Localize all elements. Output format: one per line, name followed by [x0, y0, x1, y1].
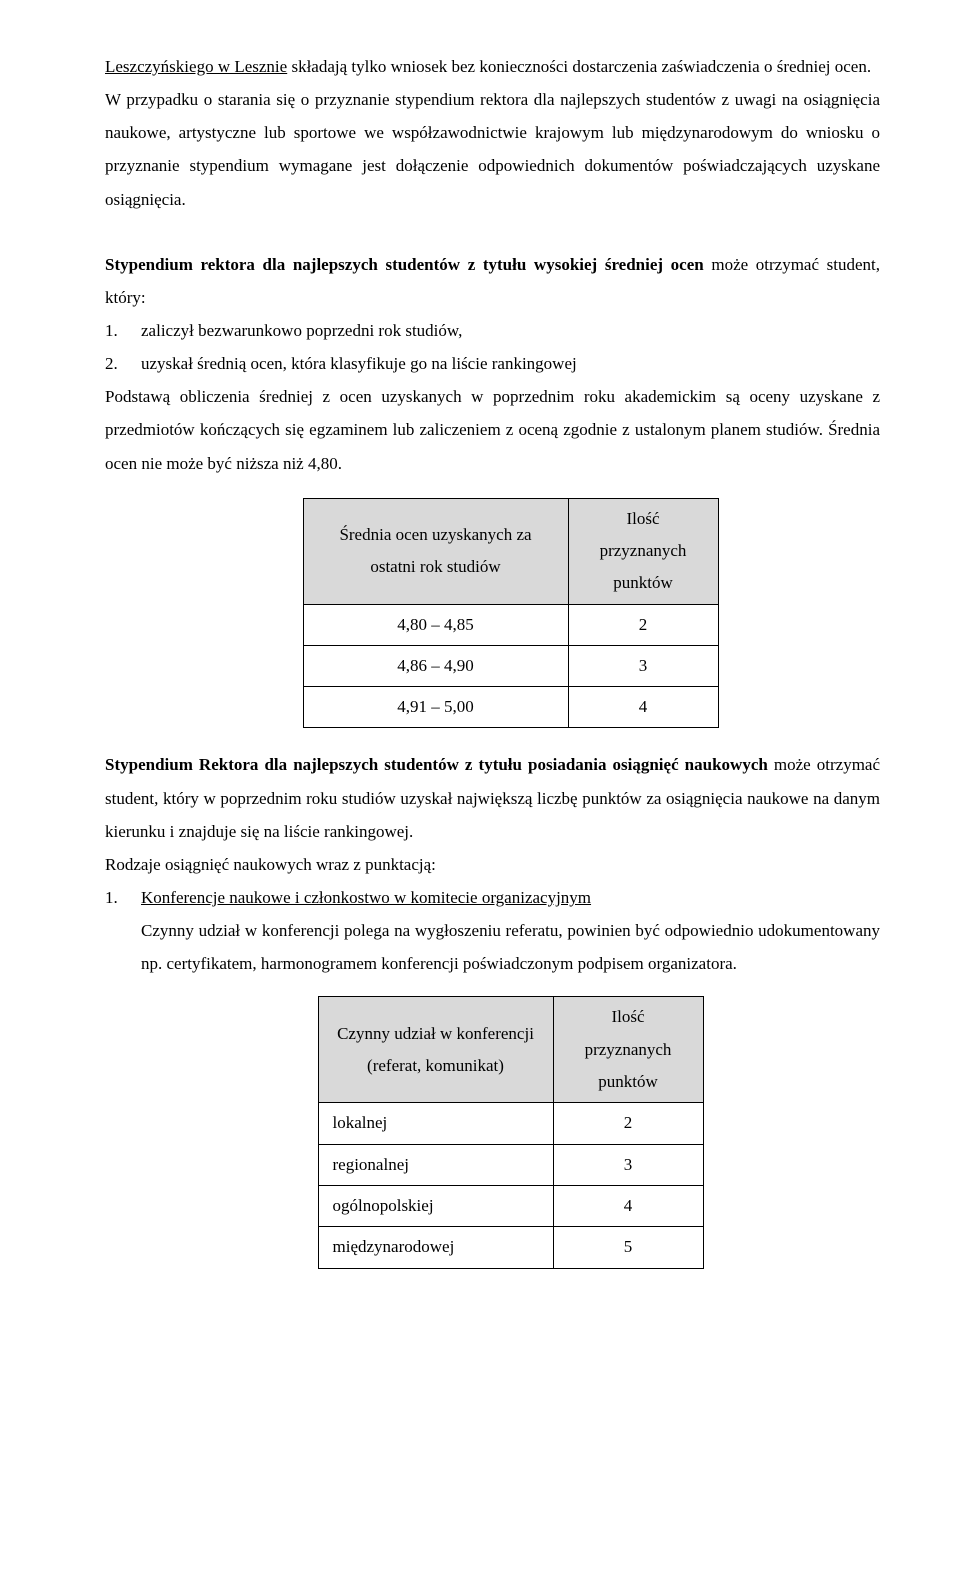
conf-table-wrap: Czynny udział w konferencji (referat, ko…	[141, 996, 880, 1268]
avg-table: Średnia ocen uzyskanych za ostatni rok s…	[303, 498, 719, 729]
intro-underline: Leszczyńskiego w Lesznie	[105, 57, 287, 76]
table-header-row: Czynny udział w konferencji (referat, ko…	[318, 997, 703, 1103]
intro-paragraph-2: W przypadku o starania się o przyznanie …	[105, 83, 880, 216]
conf-cell-a: ogólnopolskiej	[318, 1185, 553, 1226]
intro-rest: składają tylko wniosek bez konieczności …	[287, 57, 871, 76]
section-avg-bold: Stypendium rektora dla najlepszych stude…	[105, 255, 711, 274]
table-row: 4,80 – 4,85 2	[303, 604, 718, 645]
avg-cell-a: 4,80 – 4,85	[303, 604, 568, 645]
avg-cell-b: 4	[568, 687, 718, 728]
avg-table-wrap: Średnia ocen uzyskanych za ostatni rok s…	[141, 498, 880, 729]
avg-cell-a: 4,91 – 5,00	[303, 687, 568, 728]
avg-cell-b: 2	[568, 604, 718, 645]
criteria-item-1: zaliczył bezwarunkowo poprzedni rok stud…	[141, 314, 880, 347]
table-row: regionalnej 3	[318, 1144, 703, 1185]
avg-cell-a: 4,86 – 4,90	[303, 645, 568, 686]
section-science-bold: Stypendium Rektora dla najlepszych stude…	[105, 755, 774, 774]
section-avg-heading: Stypendium rektora dla najlepszych stude…	[105, 248, 880, 314]
table-row: lokalnej 2	[318, 1103, 703, 1144]
criteria-list: zaliczył bezwarunkowo poprzedni rok stud…	[105, 314, 880, 380]
table-header-row: Średnia ocen uzyskanych za ostatni rok s…	[303, 498, 718, 604]
conf-table-h1: Czynny udział w konferencji (referat, ko…	[318, 997, 553, 1103]
conf-table-h2: Ilość przyznanych punktów	[553, 997, 703, 1103]
intro-paragraph-1: Leszczyńskiego w Lesznie składają tylko …	[105, 50, 880, 83]
table-row: 4,91 – 5,00 4	[303, 687, 718, 728]
science-types-list: Konferencje naukowe i członkostwo w komi…	[105, 881, 880, 914]
science-types-intro: Rodzaje osiągnięć naukowych wraz z punkt…	[105, 848, 880, 881]
conference-desc: Czynny udział w konferencji polega na wy…	[105, 914, 880, 980]
conf-cell-b: 4	[553, 1185, 703, 1226]
avg-table-h2: Ilość przyznanych punktów	[568, 498, 718, 604]
science-type-1-text: Konferencje naukowe i członkostwo w komi…	[141, 888, 591, 907]
criteria-item-2: uzyskał średnią ocen, która klasyfikuje …	[141, 347, 880, 380]
conf-cell-a: międzynarodowej	[318, 1227, 553, 1268]
conf-table: Czynny udział w konferencji (referat, ko…	[318, 996, 704, 1268]
conf-cell-b: 2	[553, 1103, 703, 1144]
avg-table-h1: Średnia ocen uzyskanych za ostatni rok s…	[303, 498, 568, 604]
section-science-heading: Stypendium Rektora dla najlepszych stude…	[105, 748, 880, 847]
table-row: ogólnopolskiej 4	[318, 1185, 703, 1226]
table-row: 4,86 – 4,90 3	[303, 645, 718, 686]
conf-cell-b: 3	[553, 1144, 703, 1185]
table-row: międzynarodowej 5	[318, 1227, 703, 1268]
science-type-1: Konferencje naukowe i członkostwo w komi…	[141, 881, 880, 914]
conf-cell-a: lokalnej	[318, 1103, 553, 1144]
avg-basis-paragraph: Podstawą obliczenia średniej z ocen uzys…	[105, 380, 880, 479]
avg-cell-b: 3	[568, 645, 718, 686]
conf-cell-a: regionalnej	[318, 1144, 553, 1185]
conf-cell-b: 5	[553, 1227, 703, 1268]
